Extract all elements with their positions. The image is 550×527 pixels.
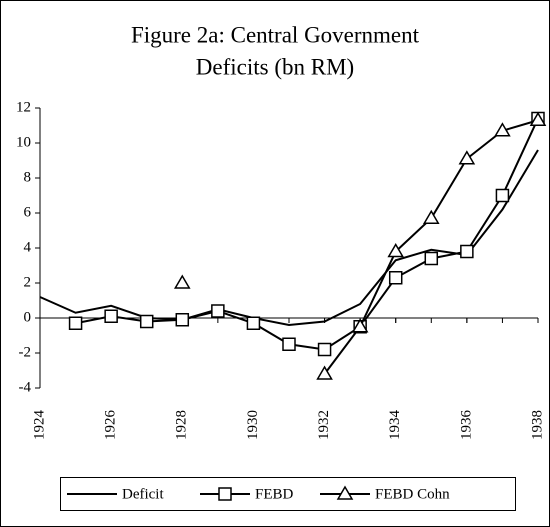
x-tick-label: 1924 <box>31 410 47 441</box>
y-tick-label: -2 <box>19 344 32 360</box>
y-tick-label: 8 <box>24 169 32 185</box>
y-tick-label: 12 <box>16 99 31 115</box>
legend-label: FEBD <box>255 486 294 502</box>
chart-title: Deficits (bn RM) <box>196 54 354 79</box>
square-marker <box>139 314 154 329</box>
square-marker <box>282 337 296 351</box>
triangle-marker <box>529 111 547 126</box>
triangle-marker <box>351 318 369 333</box>
square-marker <box>218 487 232 501</box>
x-tick-label: 1936 <box>458 410 474 441</box>
y-tick-label: 0 <box>24 309 32 325</box>
square-marker <box>68 316 83 330</box>
x-tick-label: 1926 <box>103 410 119 441</box>
x-tick-label: 1934 <box>387 410 403 441</box>
x-tick-label: 1932 <box>316 410 332 440</box>
triangle-marker <box>494 122 511 137</box>
y-tick-label: 6 <box>24 204 32 220</box>
triangle-marker <box>336 485 354 500</box>
square-marker <box>175 313 190 327</box>
x-tick-label: 1930 <box>245 410 261 440</box>
triangle-marker <box>387 243 405 258</box>
triangle-marker <box>458 150 476 165</box>
chart-title: Figure 2a: Central Government <box>131 22 420 47</box>
square-marker <box>317 342 332 357</box>
legend-box <box>60 477 516 511</box>
square-marker <box>495 188 510 203</box>
y-tick-label: 2 <box>24 274 32 290</box>
square-marker <box>211 304 225 318</box>
square-marker <box>388 271 403 285</box>
square-marker <box>246 316 261 330</box>
square-marker <box>104 309 118 323</box>
triangle-marker <box>316 365 333 380</box>
x-tick-label: 1938 <box>529 410 545 440</box>
triangle-marker <box>422 209 440 224</box>
triangle-marker <box>173 274 191 289</box>
square-marker <box>460 244 474 259</box>
y-tick-label: 4 <box>24 239 32 255</box>
legend-label: Deficit <box>122 486 164 502</box>
x-tick-label: 1928 <box>174 410 190 440</box>
y-tick-label: -4 <box>19 379 32 395</box>
square-marker <box>424 251 439 266</box>
y-tick-label: 10 <box>16 134 31 150</box>
legend-label: FEBD Cohn <box>375 486 450 502</box>
